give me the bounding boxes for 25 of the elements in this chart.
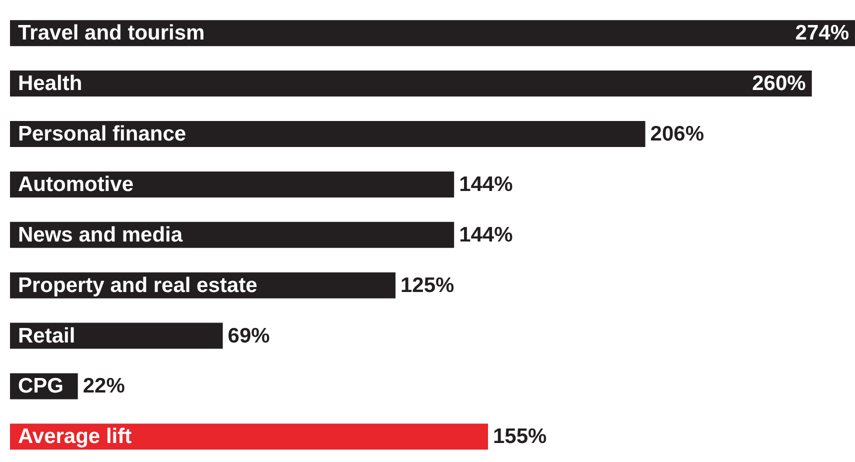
y-tick-label: Property and real estate [18, 274, 258, 297]
bar [10, 20, 855, 46]
data-label: 144% [459, 223, 514, 246]
data-label: 155% [493, 425, 548, 448]
data-label: 206% [650, 122, 704, 146]
data-label: 125% [400, 274, 455, 297]
y-tick-label: Retail [18, 324, 76, 348]
bar [10, 322, 223, 349]
bar [10, 424, 488, 450]
y-tick-label: CPG [18, 374, 64, 398]
bar [10, 171, 454, 198]
y-tick-label: News and media [18, 223, 183, 246]
y-tick-label: Travel and tourism [18, 22, 205, 45]
data-label: 260% [752, 72, 806, 96]
data-label: 69% [228, 324, 270, 348]
y-tick-label: Average lift [18, 425, 132, 448]
bar [10, 222, 454, 248]
data-label: 274% [795, 22, 850, 45]
data-label: 144% [459, 172, 514, 196]
data-label: 22% [82, 374, 126, 398]
y-tick-label: Personal finance [18, 122, 186, 146]
bar [10, 120, 646, 147]
bar [10, 70, 812, 97]
y-tick-label: Health [18, 72, 82, 96]
y-tick-label: Automotive [18, 172, 134, 196]
